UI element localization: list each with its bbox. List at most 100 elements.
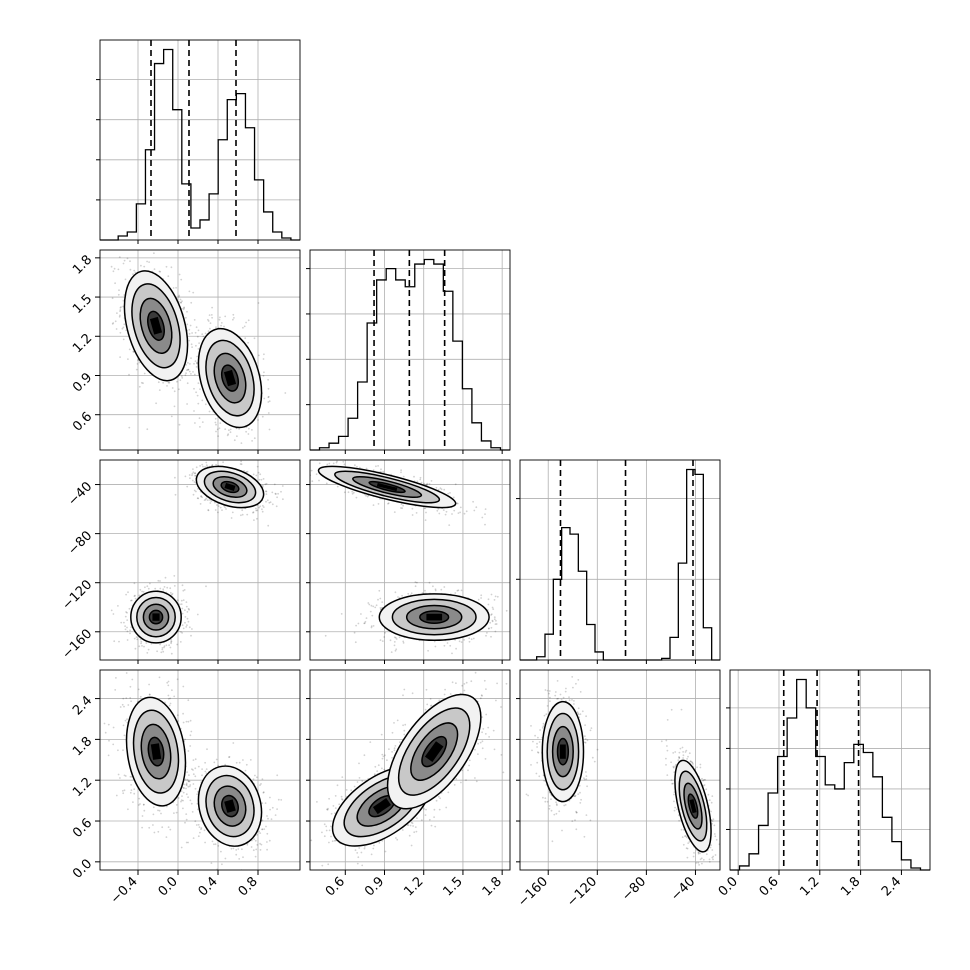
scatter-point [420,481,423,484]
scatter-point [117,749,119,752]
scatter-point [117,605,119,607]
scatter-point [122,299,125,302]
scatter-point [240,463,243,466]
scatter-point [328,462,331,465]
scatter-point [148,826,151,829]
scatter-point [268,400,271,402]
scatter-point [153,252,155,255]
scatter-point [139,803,141,805]
panel-frame [729,669,931,871]
scatter-point [185,372,187,375]
scatter-point [261,484,264,487]
scatter-point [325,482,328,485]
scatter-point [258,506,260,509]
scatter-point [170,640,173,643]
scatter-point [208,455,210,457]
scatter-point [258,478,261,481]
scatter-point [358,466,361,469]
scatter-point [181,612,184,615]
scatter-point [182,799,184,802]
scatter-point [173,575,176,577]
scatter-point [423,507,426,510]
scatter-point [219,422,222,424]
scatter-point [122,749,124,752]
scatter-point [390,651,393,653]
scatter-point [146,428,149,431]
scatter-point [111,297,114,300]
scatter-point [158,676,161,679]
scatter-point [209,499,211,501]
scatter-point [146,652,149,654]
scatter-point [169,702,172,705]
scatter-point [428,483,431,485]
scatter-point [120,621,123,624]
scatter-point [415,512,418,514]
scatter-point [123,621,125,624]
scatter-point [370,625,373,628]
scatter-point [166,681,169,684]
scatter-point [189,324,192,327]
scatter-point [353,631,356,634]
scatter-point [140,642,143,645]
scatter-point [477,598,480,601]
scatter-point [133,582,136,585]
scatter-point [130,700,133,703]
scatter-point [137,688,140,691]
scatter-point [112,726,115,729]
scatter-point [492,608,495,610]
scatter-point [256,517,258,520]
scatter-point [142,591,145,593]
scatter-point [189,784,192,786]
scatter-point [195,326,198,329]
scatter-point [200,495,203,497]
scatter-point [187,720,190,723]
scatter-point [115,328,118,330]
scatter-point [204,498,207,501]
scatter-point [220,324,223,327]
scatter-point [170,638,173,641]
scatter-point [165,644,168,647]
scatter-point [335,461,338,464]
scatter-point [364,620,367,623]
scatter-point [383,636,386,638]
density-peak [376,482,398,492]
scatter-point [447,492,450,495]
scatter-point [188,328,191,331]
scatter-point [274,492,277,495]
scatter-point [210,314,213,316]
scatter-point [124,719,127,722]
scatter-point [487,598,490,601]
scatter-point [285,470,287,472]
density-mode-0 [317,465,457,509]
scatter-point [411,514,414,516]
scatter-point [174,493,177,496]
scatter-point [194,422,196,424]
scatter-point [453,509,456,512]
scatter-point [214,421,217,424]
scatter-point [188,785,191,788]
scatter-point [187,841,190,844]
scatter-point [255,474,258,477]
scatter-point [505,609,508,612]
scatter-point [434,589,437,592]
scatter-point [185,782,188,785]
scatter-point [381,601,384,603]
scatter-point [168,381,171,384]
scatter-point [193,472,196,475]
scatter-point [494,595,497,598]
scatter-point [133,595,136,598]
scatter-point [219,316,221,319]
scatter-point [199,465,202,467]
scatter-point [118,315,121,318]
scatter-point [132,350,135,353]
scatter-point [178,294,181,297]
scatter-point [133,269,136,272]
scatter-point [118,256,121,258]
scatter-point [216,428,219,431]
scatter-point [532,612,534,614]
scatter-point [222,461,225,464]
scatter-point [379,607,382,609]
scatter-point [395,638,398,640]
scatter-point [267,395,270,398]
scatter-point [186,403,189,405]
